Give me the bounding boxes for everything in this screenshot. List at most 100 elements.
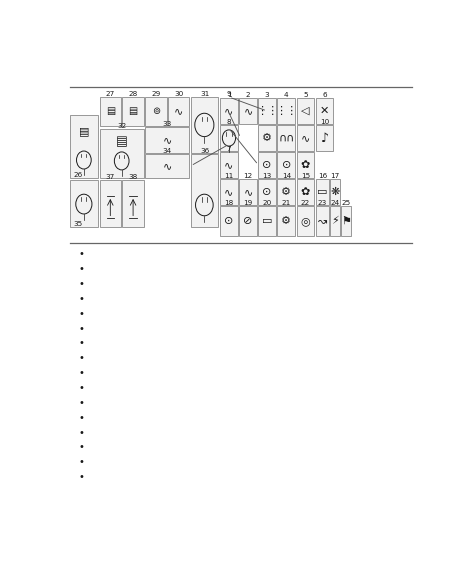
Bar xyxy=(297,98,314,124)
Bar xyxy=(145,154,189,178)
Text: •: • xyxy=(78,383,84,393)
Text: •: • xyxy=(78,279,84,289)
Text: 26: 26 xyxy=(73,172,82,178)
Text: •: • xyxy=(78,353,84,363)
Bar xyxy=(316,125,333,151)
Text: •: • xyxy=(78,249,84,259)
Text: ◁: ◁ xyxy=(301,106,310,116)
Text: 24: 24 xyxy=(330,200,339,206)
Text: 14: 14 xyxy=(282,173,291,179)
Bar xyxy=(191,154,219,228)
Text: ∿: ∿ xyxy=(163,161,172,171)
Text: 6: 6 xyxy=(322,92,327,98)
Text: ∿: ∿ xyxy=(224,106,234,116)
Bar xyxy=(258,179,276,205)
Text: ⊙: ⊙ xyxy=(224,216,234,226)
Text: ✕: ✕ xyxy=(320,106,329,116)
Text: 28: 28 xyxy=(128,91,138,97)
Text: ▤: ▤ xyxy=(79,126,89,136)
Text: ▤: ▤ xyxy=(128,106,138,116)
Text: 20: 20 xyxy=(263,200,272,206)
Bar xyxy=(316,98,333,124)
Bar xyxy=(239,179,257,205)
Text: 7: 7 xyxy=(227,146,231,152)
Text: 23: 23 xyxy=(318,200,327,206)
Bar xyxy=(341,206,351,237)
Text: •: • xyxy=(78,427,84,437)
Text: 21: 21 xyxy=(282,200,291,206)
Text: 29: 29 xyxy=(151,91,161,97)
Text: ⚡: ⚡ xyxy=(331,216,338,226)
Bar xyxy=(122,97,144,126)
Bar xyxy=(145,127,189,153)
Text: 22: 22 xyxy=(301,200,310,206)
Text: ↝: ↝ xyxy=(318,216,327,226)
Text: 38: 38 xyxy=(128,174,138,180)
Text: 9: 9 xyxy=(227,91,231,97)
Bar xyxy=(122,180,144,228)
Text: ∿: ∿ xyxy=(224,187,234,197)
Text: 37: 37 xyxy=(106,174,115,180)
Bar xyxy=(220,98,238,124)
Text: 34: 34 xyxy=(163,148,172,154)
Text: ▭: ▭ xyxy=(317,187,328,197)
Text: ⊙: ⊙ xyxy=(263,187,272,197)
Text: •: • xyxy=(78,457,84,467)
Text: ❋: ❋ xyxy=(330,187,339,197)
Bar xyxy=(258,206,276,237)
Bar xyxy=(297,125,314,151)
Text: 3: 3 xyxy=(265,92,270,98)
Text: ⚙: ⚙ xyxy=(262,133,272,143)
Bar xyxy=(220,152,238,178)
Bar xyxy=(329,206,340,237)
Text: 2: 2 xyxy=(246,92,250,98)
Bar xyxy=(329,179,340,205)
Bar xyxy=(100,128,144,178)
Text: 15: 15 xyxy=(301,173,310,179)
Text: ▤: ▤ xyxy=(116,135,128,148)
Bar xyxy=(100,180,121,228)
Bar xyxy=(277,206,295,237)
Text: 36: 36 xyxy=(200,148,210,154)
Bar xyxy=(168,97,189,126)
Text: ✿: ✿ xyxy=(301,187,310,197)
Text: 32: 32 xyxy=(117,123,127,128)
Text: •: • xyxy=(78,398,84,408)
Bar xyxy=(297,152,314,178)
Text: 8: 8 xyxy=(227,119,231,125)
Bar xyxy=(70,180,98,228)
Text: •: • xyxy=(78,442,84,453)
Text: ⚙: ⚙ xyxy=(281,216,291,226)
Text: ∩∩: ∩∩ xyxy=(278,133,294,143)
Bar xyxy=(220,125,238,151)
Text: ⊚: ⊚ xyxy=(152,106,160,116)
Text: •: • xyxy=(78,368,84,378)
Text: ⚑: ⚑ xyxy=(341,216,351,226)
Text: 13: 13 xyxy=(263,173,272,179)
Bar xyxy=(239,206,257,237)
Text: 17: 17 xyxy=(330,173,339,179)
Text: ⋮⋮: ⋮⋮ xyxy=(256,106,278,116)
Text: ✿: ✿ xyxy=(301,160,310,170)
Text: •: • xyxy=(78,324,84,333)
Text: 27: 27 xyxy=(106,91,115,97)
Bar xyxy=(316,179,329,205)
Bar xyxy=(145,97,166,126)
Text: ∿: ∿ xyxy=(243,187,253,197)
Bar xyxy=(258,152,276,178)
Text: 30: 30 xyxy=(174,91,183,97)
Text: ⋮⋮: ⋮⋮ xyxy=(275,106,297,116)
Text: 31: 31 xyxy=(200,91,210,97)
Text: 25: 25 xyxy=(341,200,350,206)
Text: ▤: ▤ xyxy=(106,106,115,116)
Text: ⊘: ⊘ xyxy=(243,216,253,226)
Text: ∿: ∿ xyxy=(174,106,183,116)
Text: •: • xyxy=(78,309,84,319)
Bar xyxy=(277,152,295,178)
Bar xyxy=(277,125,295,151)
Text: •: • xyxy=(78,413,84,423)
Bar xyxy=(100,97,121,126)
Text: ▭: ▭ xyxy=(262,216,273,226)
Text: 18: 18 xyxy=(224,200,234,206)
Text: •: • xyxy=(78,294,84,304)
